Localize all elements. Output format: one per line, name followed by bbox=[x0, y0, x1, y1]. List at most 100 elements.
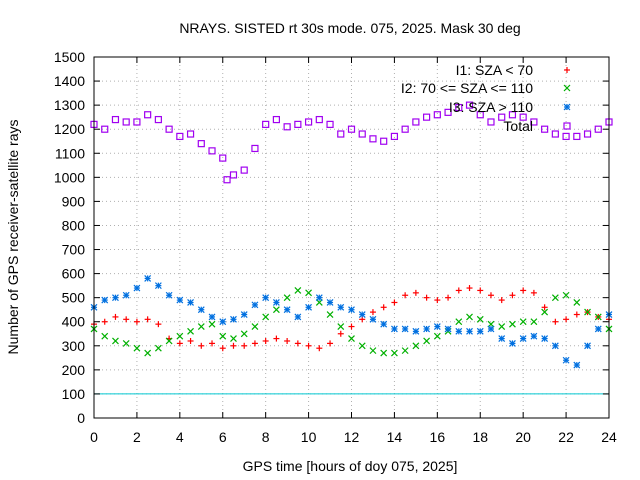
data-point bbox=[573, 361, 581, 369]
data-point bbox=[498, 113, 506, 121]
data-point bbox=[187, 337, 194, 344]
data-point bbox=[487, 325, 495, 333]
legend-marker bbox=[563, 103, 571, 111]
data-point bbox=[262, 120, 270, 128]
x-tick-label: 14 bbox=[387, 429, 403, 445]
x-tick-label: 2 bbox=[133, 429, 141, 445]
data-point bbox=[165, 291, 173, 299]
data-point bbox=[401, 347, 409, 355]
data-point bbox=[219, 318, 227, 326]
chart-title: NRAYS. SISTED rt 30s mode. 075, 2025. Ma… bbox=[179, 20, 520, 36]
legend-marker bbox=[563, 84, 571, 92]
data-point bbox=[466, 285, 473, 292]
data-point bbox=[240, 311, 248, 318]
data-point bbox=[476, 315, 484, 323]
data-point bbox=[380, 320, 388, 328]
data-point bbox=[176, 296, 184, 304]
data-point bbox=[123, 316, 130, 323]
data-point bbox=[315, 294, 323, 302]
data-point bbox=[176, 332, 184, 340]
data-point bbox=[154, 282, 162, 290]
data-point bbox=[476, 111, 484, 119]
x-tick-label: 18 bbox=[472, 429, 488, 445]
data-point bbox=[455, 318, 463, 326]
data-point bbox=[230, 335, 237, 343]
data-point bbox=[337, 330, 344, 337]
data-point bbox=[573, 132, 581, 141]
x-tick-label: 12 bbox=[344, 429, 360, 445]
data-point bbox=[455, 103, 463, 112]
data-point bbox=[509, 292, 516, 299]
data-point bbox=[112, 337, 119, 345]
data-point bbox=[444, 325, 452, 333]
legend-label: I2: 70 <= SZA <= 110 bbox=[401, 80, 533, 96]
data-point bbox=[133, 344, 141, 352]
data-point bbox=[530, 118, 538, 126]
data-point bbox=[219, 345, 226, 352]
data-point bbox=[251, 301, 259, 309]
data-point bbox=[294, 287, 302, 294]
data-point bbox=[305, 342, 312, 349]
y-tick-label: 1500 bbox=[54, 49, 85, 65]
data-point bbox=[186, 130, 195, 138]
x-tick-label: 24 bbox=[601, 429, 617, 445]
data-point bbox=[465, 101, 474, 109]
y-tick-label: 1300 bbox=[54, 97, 85, 113]
y-tick-label: 1400 bbox=[54, 73, 85, 89]
data-point bbox=[101, 332, 109, 340]
data-point bbox=[230, 315, 237, 323]
data-point bbox=[487, 118, 495, 126]
data-point bbox=[112, 294, 119, 302]
x-tick-label: 16 bbox=[430, 429, 446, 445]
data-point bbox=[283, 306, 291, 314]
data-point bbox=[133, 318, 140, 325]
data-point bbox=[112, 313, 119, 320]
y-tick-label: 400 bbox=[62, 314, 86, 330]
data-point bbox=[240, 330, 248, 338]
data-point bbox=[573, 311, 580, 318]
data-point bbox=[519, 318, 527, 326]
data-point bbox=[476, 327, 484, 335]
data-point bbox=[305, 303, 313, 311]
data-point bbox=[241, 342, 248, 349]
data-point bbox=[455, 287, 462, 294]
data-point bbox=[348, 306, 355, 314]
data-point bbox=[144, 316, 151, 323]
data-point bbox=[551, 342, 559, 350]
y-tick-label: 700 bbox=[62, 242, 86, 258]
data-point bbox=[337, 323, 345, 330]
data-point bbox=[551, 294, 559, 302]
data-point bbox=[358, 130, 366, 138]
data-point bbox=[530, 332, 538, 340]
data-point bbox=[165, 125, 173, 133]
data-point bbox=[563, 316, 570, 323]
data-point bbox=[541, 308, 549, 316]
data-point bbox=[412, 342, 420, 350]
data-point bbox=[198, 342, 205, 349]
data-point bbox=[273, 335, 280, 342]
data-point bbox=[326, 299, 334, 306]
data-point bbox=[434, 297, 441, 304]
data-point bbox=[315, 115, 323, 124]
data-point bbox=[230, 342, 237, 349]
data-point bbox=[444, 108, 452, 116]
data-point bbox=[208, 313, 216, 321]
data-point bbox=[466, 327, 473, 335]
data-point bbox=[208, 320, 216, 328]
data-point bbox=[445, 294, 452, 301]
data-point bbox=[498, 335, 506, 343]
x-tick-label: 8 bbox=[262, 429, 270, 445]
data-point bbox=[348, 335, 355, 343]
data-point bbox=[551, 130, 559, 138]
y-tick-label: 1200 bbox=[54, 121, 85, 137]
data-point bbox=[498, 297, 505, 304]
x-axis: 0 2 4 6 8 10 12 14 16 18 20 22 24 bbox=[90, 57, 617, 445]
data-point bbox=[283, 294, 291, 302]
data-point bbox=[326, 120, 334, 128]
data-point bbox=[358, 342, 366, 350]
y-tick-label: 800 bbox=[62, 217, 86, 233]
data-point bbox=[327, 340, 334, 347]
data-point bbox=[316, 345, 323, 352]
data-point bbox=[208, 147, 216, 155]
data-point bbox=[390, 132, 399, 141]
